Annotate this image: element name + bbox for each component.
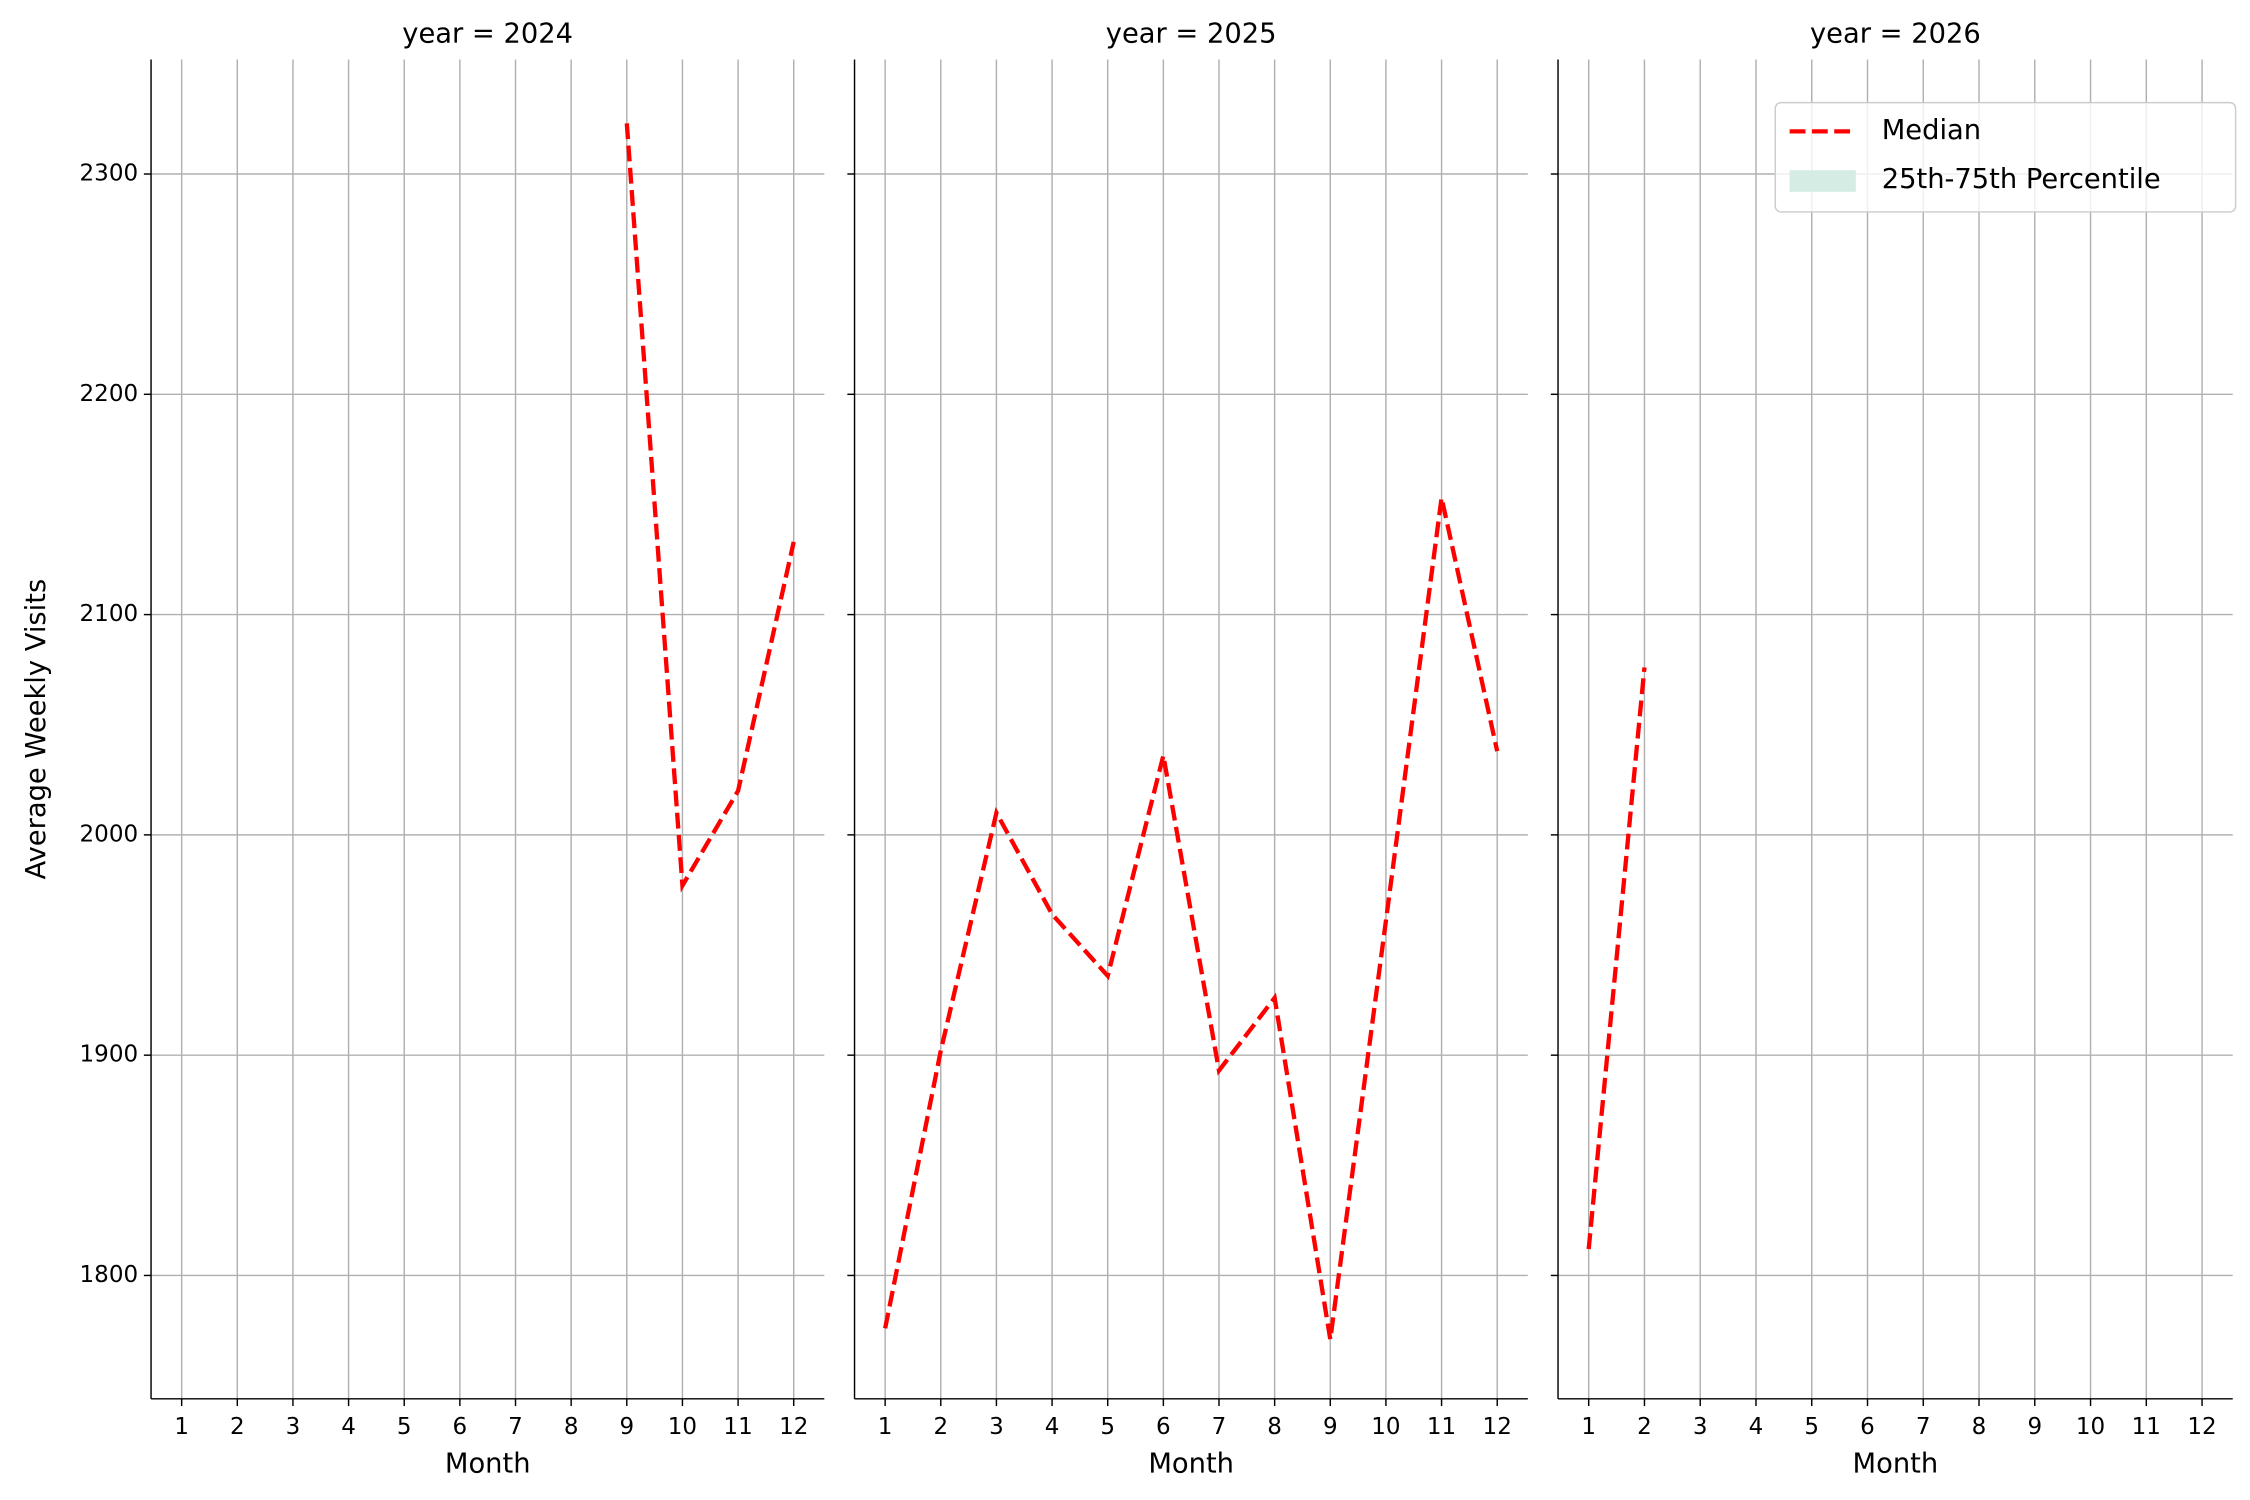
x-tick-label: 12 — [2187, 1414, 2216, 1440]
x-tick-label: 11 — [1427, 1414, 1456, 1440]
x-tick-label: 3 — [1693, 1414, 1708, 1440]
x-axis-label: Month — [1853, 1448, 1939, 1479]
y-tick-label: 1800 — [80, 1262, 139, 1288]
x-tick-label: 2 — [1637, 1414, 1652, 1440]
x-tick-label: 5 — [397, 1414, 412, 1440]
x-tick-label: 10 — [1371, 1414, 1400, 1440]
median-line — [1586, 667, 1647, 1250]
y-tick-label: 2200 — [80, 381, 139, 407]
y-tick-label: 2100 — [80, 601, 139, 627]
x-tick-label: 8 — [1267, 1414, 1282, 1440]
x-tick-label: 10 — [2076, 1414, 2105, 1440]
x-tick-label: 7 — [1916, 1414, 1931, 1440]
x-axis-label: Month — [1148, 1448, 1234, 1479]
median-line — [883, 497, 1500, 1340]
y-tick-label: 2300 — [80, 161, 139, 187]
x-tick-label: 6 — [1156, 1414, 1171, 1440]
x-tick-label: 5 — [1804, 1414, 1819, 1440]
x-tick-label: 8 — [1972, 1414, 1987, 1440]
median-line — [624, 123, 796, 893]
x-tick-label: 12 — [779, 1414, 808, 1440]
x-tick-label: 1 — [878, 1414, 893, 1440]
y-tick-label: 2000 — [80, 821, 139, 847]
legend-label: 25th-75th Percentile — [1882, 164, 2161, 195]
x-tick-label: 9 — [619, 1414, 634, 1440]
x-tick-label: 8 — [564, 1414, 579, 1440]
x-tick-label: 11 — [723, 1414, 752, 1440]
x-tick-label: 2 — [230, 1414, 245, 1440]
legend-swatch — [1789, 170, 1856, 192]
x-tick-label: 5 — [1100, 1414, 1115, 1440]
x-tick-label: 9 — [2027, 1414, 2042, 1440]
x-tick-label: 3 — [989, 1414, 1004, 1440]
x-tick-label: 3 — [286, 1414, 301, 1440]
x-tick-label: 2 — [933, 1414, 948, 1440]
x-tick-label: 7 — [508, 1414, 523, 1440]
x-tick-label: 9 — [1323, 1414, 1338, 1440]
x-tick-label: 12 — [1483, 1414, 1512, 1440]
panel-title: year = 2026 — [1810, 19, 1981, 50]
x-tick-label: 7 — [1212, 1414, 1227, 1440]
x-axis-label: Month — [445, 1448, 531, 1479]
legend-box — [1774, 101, 2237, 213]
x-tick-label: 4 — [341, 1414, 356, 1440]
legend-label: Median — [1882, 115, 1981, 146]
panel-title: year = 2025 — [1106, 19, 1277, 50]
panel-title: year = 2024 — [402, 19, 573, 50]
x-tick-label: 6 — [1860, 1414, 1875, 1440]
x-tick-label: 4 — [1749, 1414, 1764, 1440]
x-tick-label: 10 — [668, 1414, 697, 1440]
x-tick-label: 1 — [1581, 1414, 1596, 1440]
x-tick-label: 11 — [2132, 1414, 2161, 1440]
y-axis-label: Average Weekly Visits — [21, 579, 52, 880]
y-tick-label: 1900 — [80, 1042, 139, 1068]
x-tick-label: 1 — [174, 1414, 189, 1440]
x-tick-label: 6 — [453, 1414, 468, 1440]
x-tick-label: 4 — [1045, 1414, 1060, 1440]
